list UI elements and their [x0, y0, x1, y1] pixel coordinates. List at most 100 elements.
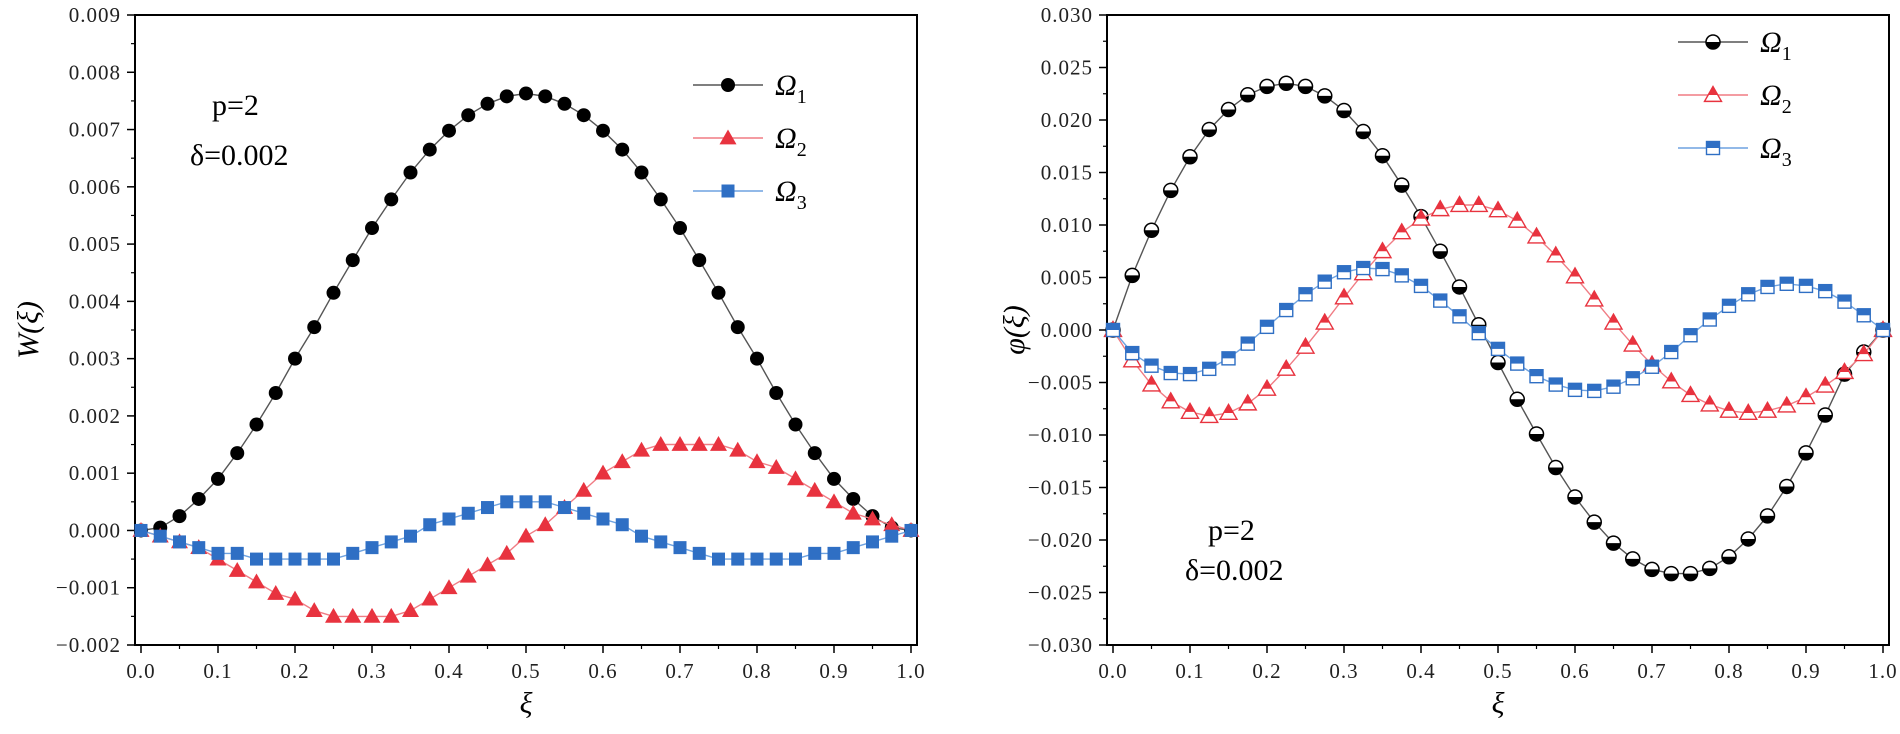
data-point [1606, 379, 1621, 394]
data-point [807, 446, 822, 461]
data-point [363, 607, 381, 623]
data-point [1163, 182, 1179, 199]
data-point [596, 512, 610, 526]
data-point [1796, 387, 1816, 405]
legend-entry-2: Ω2 [1678, 79, 1792, 118]
y-tick-label: 0.005 [1041, 266, 1093, 290]
data-point [344, 607, 362, 623]
x-tick-label: 0.4 [1406, 659, 1435, 683]
data-point [325, 607, 342, 623]
data-point [1509, 391, 1525, 408]
data-point [1315, 312, 1335, 330]
data-point [1507, 210, 1527, 228]
legend-symbol: Ω [1760, 26, 1782, 59]
data-point [808, 546, 822, 560]
legend-subscript: 3 [797, 192, 807, 214]
data-point [1661, 371, 1681, 389]
series-line [1112, 204, 1884, 417]
legend-marker [1703, 85, 1723, 103]
right-x-ticks: 0.0 0.1 0.2 0.3 0.4 0.5 0.6 0.7 0.8 0.9 1.0 [1098, 645, 1897, 683]
y-tick-label: −0.010 [1028, 423, 1093, 447]
legend-symbol: Ω [775, 122, 797, 155]
data-point [827, 471, 841, 486]
data-point [1372, 241, 1393, 259]
data-point [1817, 407, 1833, 423]
data-point [846, 491, 861, 506]
x-tick-label: 0.3 [357, 659, 386, 683]
data-point [1567, 489, 1583, 505]
legend-marker [719, 129, 737, 145]
data-point [710, 436, 727, 451]
data-point [1449, 195, 1470, 213]
data-point [557, 96, 572, 111]
series-3 [134, 495, 918, 566]
data-point [1719, 400, 1739, 418]
data-point [230, 446, 245, 461]
data-point [1259, 78, 1275, 95]
data-point [788, 417, 803, 432]
data-point [1221, 351, 1236, 366]
data-point [1779, 276, 1794, 291]
data-point [519, 495, 533, 509]
data-point [692, 546, 706, 560]
data-point [267, 584, 285, 600]
data-point [365, 541, 379, 555]
data-point [1565, 266, 1585, 284]
y-tick-label: 0.004 [69, 289, 121, 313]
data-point [440, 579, 458, 595]
data-point [1644, 359, 1660, 374]
y-tick-label: 0.002 [69, 404, 121, 428]
data-point [1298, 287, 1313, 302]
x-tick-label: 0.9 [1791, 659, 1820, 683]
data-point [1143, 222, 1160, 238]
data-point [1240, 336, 1255, 351]
data-point [1548, 459, 1564, 476]
data-point [1355, 123, 1371, 140]
data-point [1278, 75, 1294, 91]
x-tick-label: 0.8 [742, 659, 771, 683]
y-tick-label: 0.020 [1041, 108, 1093, 132]
data-point [1603, 312, 1624, 330]
data-point [1182, 366, 1198, 382]
data-point [517, 527, 535, 543]
data-point [577, 506, 591, 520]
x-tick-label: 0.0 [126, 659, 155, 683]
y-tick-label: 0.007 [69, 118, 121, 142]
data-point [615, 518, 629, 532]
data-point [382, 607, 400, 623]
data-point [1317, 88, 1333, 104]
y-tick-label: −0.030 [1028, 633, 1093, 657]
data-point [1124, 267, 1140, 284]
data-point [1529, 369, 1544, 384]
data-point [769, 552, 783, 566]
data-point [1257, 378, 1277, 396]
y-tick-label: 0.000 [1041, 318, 1093, 342]
legend-label: Ω2 [1760, 79, 1792, 118]
y-tick-label: 0.015 [1041, 161, 1093, 185]
y-tick-label: 0.008 [69, 60, 121, 84]
data-point [384, 535, 398, 549]
y-tick-label: 0.006 [69, 175, 121, 199]
data-point [769, 386, 784, 400]
x-tick-label: 0.8 [1714, 659, 1743, 683]
data-point [1218, 403, 1239, 421]
data-point [307, 552, 321, 566]
data-point [1584, 289, 1604, 307]
y-tick-label: −0.002 [56, 633, 121, 657]
x-tick-label: 0.2 [280, 659, 309, 683]
data-point [652, 436, 670, 451]
series-3 [1105, 260, 1891, 399]
y-tick-label: 0.005 [69, 232, 121, 256]
legend-label: Ω3 [775, 175, 807, 214]
data-point [806, 481, 824, 497]
data-point [575, 481, 593, 497]
data-point [403, 165, 418, 180]
data-point [230, 546, 244, 560]
x-tick-label: 0.3 [1329, 659, 1358, 683]
legend-symbol: Ω [775, 69, 797, 102]
data-point [576, 108, 591, 123]
data-point [1777, 395, 1797, 413]
x-tick-label: 1.0 [896, 659, 925, 683]
data-point [421, 590, 439, 606]
data-point [519, 86, 533, 101]
